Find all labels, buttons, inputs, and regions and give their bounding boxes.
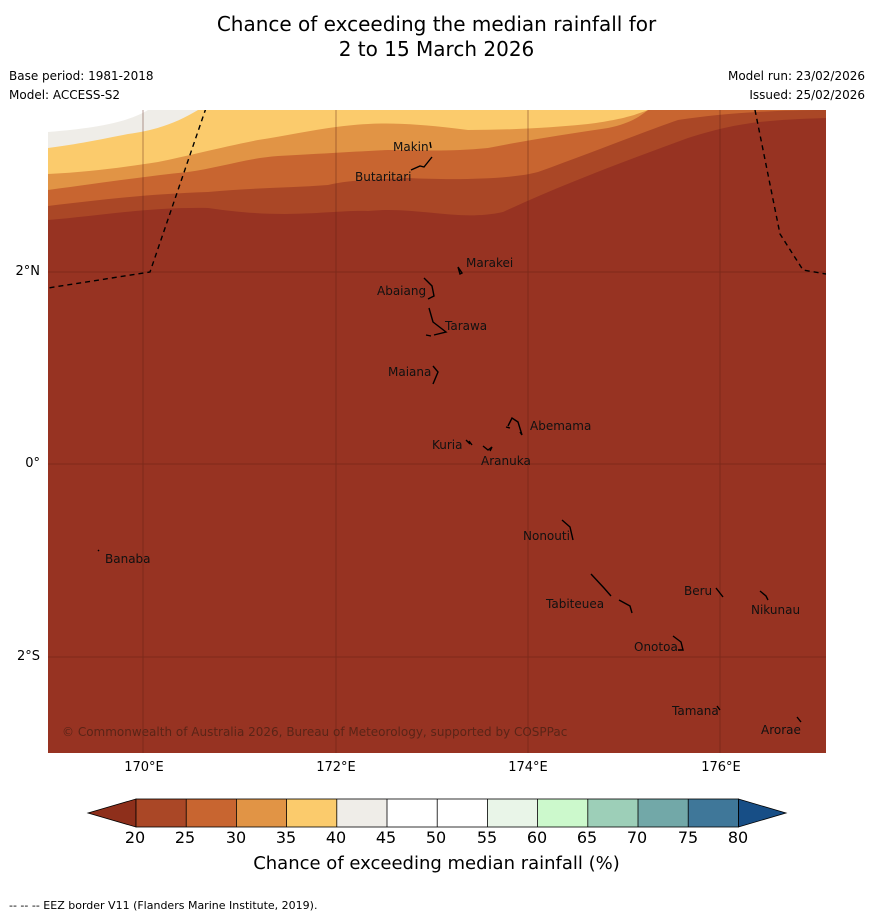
island-banaba [97, 549, 100, 552]
colorbar-tick-30: 30 [225, 828, 247, 847]
label-tarawa: Tarawa [444, 319, 487, 333]
island-maiana [432, 365, 439, 385]
lat-label-2s: 2°S [16, 649, 40, 664]
colorbar-label: Chance of exceeding median rainfall (%) [253, 853, 620, 874]
band-under-20 [48, 110, 826, 753]
colorbar-over [738, 798, 788, 828]
footnote: -- -- -- EEZ border V11 (Flanders Marine… [9, 899, 318, 912]
label-marakei: Marakei [466, 256, 513, 270]
label-maiana: Maiana [388, 365, 431, 379]
colorbar-45-50 [387, 799, 438, 827]
graticule [48, 110, 826, 753]
map-canvas: Makin Butaritari Marakei Abaiang Tarawa … [48, 110, 826, 753]
island-makin [429, 141, 432, 149]
label-tabiteuea: Tabiteuea [545, 597, 604, 611]
island-arorae [796, 716, 802, 723]
band-45-50 [48, 110, 148, 132]
title-line-1: Chance of exceeding the median rainfall … [216, 12, 657, 36]
map-area: Makin Butaritari Marakei Abaiang Tarawa … [48, 110, 826, 753]
island-nonouti [561, 519, 574, 541]
colorbar-75-80 [688, 799, 739, 827]
colorbar-30-35 [236, 799, 287, 827]
label-onotoa: Onotoa [634, 640, 678, 654]
label-abaiang: Abaiang [377, 284, 426, 298]
lat-label-2n: 2°N [15, 264, 41, 279]
colorbar-tick-60: 60 [526, 828, 548, 847]
label-banaba: Banaba [105, 552, 151, 566]
band-35-40 [48, 110, 648, 174]
island-tabiteuea [590, 573, 633, 614]
lat-label-0: 0° [25, 456, 40, 471]
label-nikunau: Nikunau [751, 603, 800, 617]
island-aranuka [482, 445, 493, 452]
colorbar-tick-40: 40 [325, 828, 347, 847]
colorbar-60-65 [537, 799, 588, 827]
lon-label-176e: 176°E [701, 760, 741, 775]
island-tarawa [425, 307, 448, 337]
island-marakei [457, 266, 464, 276]
base-period: Base period: 1981-2018 [9, 69, 154, 83]
colorbar [86, 798, 788, 828]
label-beru: Beru [684, 584, 712, 598]
label-butaritari: Butaritari [355, 170, 412, 184]
colorbar-55-60 [487, 799, 538, 827]
island-kuria [465, 439, 473, 446]
colorbar-tick-75: 75 [677, 828, 699, 847]
place-labels: Makin Butaritari Marakei Abaiang Tarawa … [105, 140, 801, 737]
colorbar-50-55 [437, 799, 488, 827]
model-name: Model: ACCESS-S2 [9, 88, 121, 102]
colorbar-tick-20: 20 [124, 828, 146, 847]
colorbar-tick-65: 65 [576, 828, 598, 847]
eez-border [48, 110, 826, 289]
label-aranuka: Aranuka [481, 454, 531, 468]
colorbar-40-45 [336, 799, 387, 827]
island-abaiang [423, 277, 435, 300]
lon-label-172e: 172°E [316, 760, 356, 775]
title-line-2: 2 to 15 March 2026 [338, 37, 535, 61]
label-kuria: Kuria [432, 438, 463, 452]
colorbar-tick-80: 80 [727, 828, 749, 847]
colorbar-tick-25: 25 [174, 828, 196, 847]
colorbar-65-70 [587, 799, 638, 827]
colorbar-tick-35: 35 [275, 828, 297, 847]
lon-label-174e: 174°E [508, 760, 548, 775]
islands [97, 141, 802, 723]
island-beru [715, 587, 724, 598]
colorbar-tick-70: 70 [626, 828, 648, 847]
colorbar-70-75 [638, 799, 689, 827]
colorbar-20-25 [136, 799, 187, 827]
issued-date: Issued: 25/02/2026 [749, 88, 865, 102]
label-makin: Makin [393, 140, 429, 154]
island-butaritari [410, 156, 433, 171]
island-tamana [716, 705, 721, 711]
colorbar-tick-45: 45 [375, 828, 397, 847]
lon-label-170e: 170°E [124, 760, 164, 775]
model-run: Model run: 23/02/2026 [727, 69, 865, 83]
label-arorae: Arorae [761, 723, 801, 737]
label-abemama: Abemama [530, 419, 591, 433]
island-abemama [505, 416, 523, 436]
meta-right: Model run: 23/02/2026 Issued: 25/02/2026 [728, 67, 865, 105]
colorbar-25-30 [186, 799, 237, 827]
map-title: Chance of exceeding the median rainfall … [0, 12, 873, 62]
label-nonouti: Nonouti [523, 529, 570, 543]
island-onotoa [672, 635, 684, 651]
island-nikunau [759, 590, 769, 601]
colorbar-tick-55: 55 [476, 828, 498, 847]
label-tamana: Tamana [671, 704, 719, 718]
colorbar-under [86, 798, 137, 828]
meta-left: Base period: 1981-2018 Model: ACCESS-S2 [9, 67, 154, 105]
copyright-notice: © Commonwealth of Australia 2026, Bureau… [62, 725, 567, 739]
colorbar-35-40 [286, 799, 337, 827]
colorbar-tick-50: 50 [425, 828, 447, 847]
